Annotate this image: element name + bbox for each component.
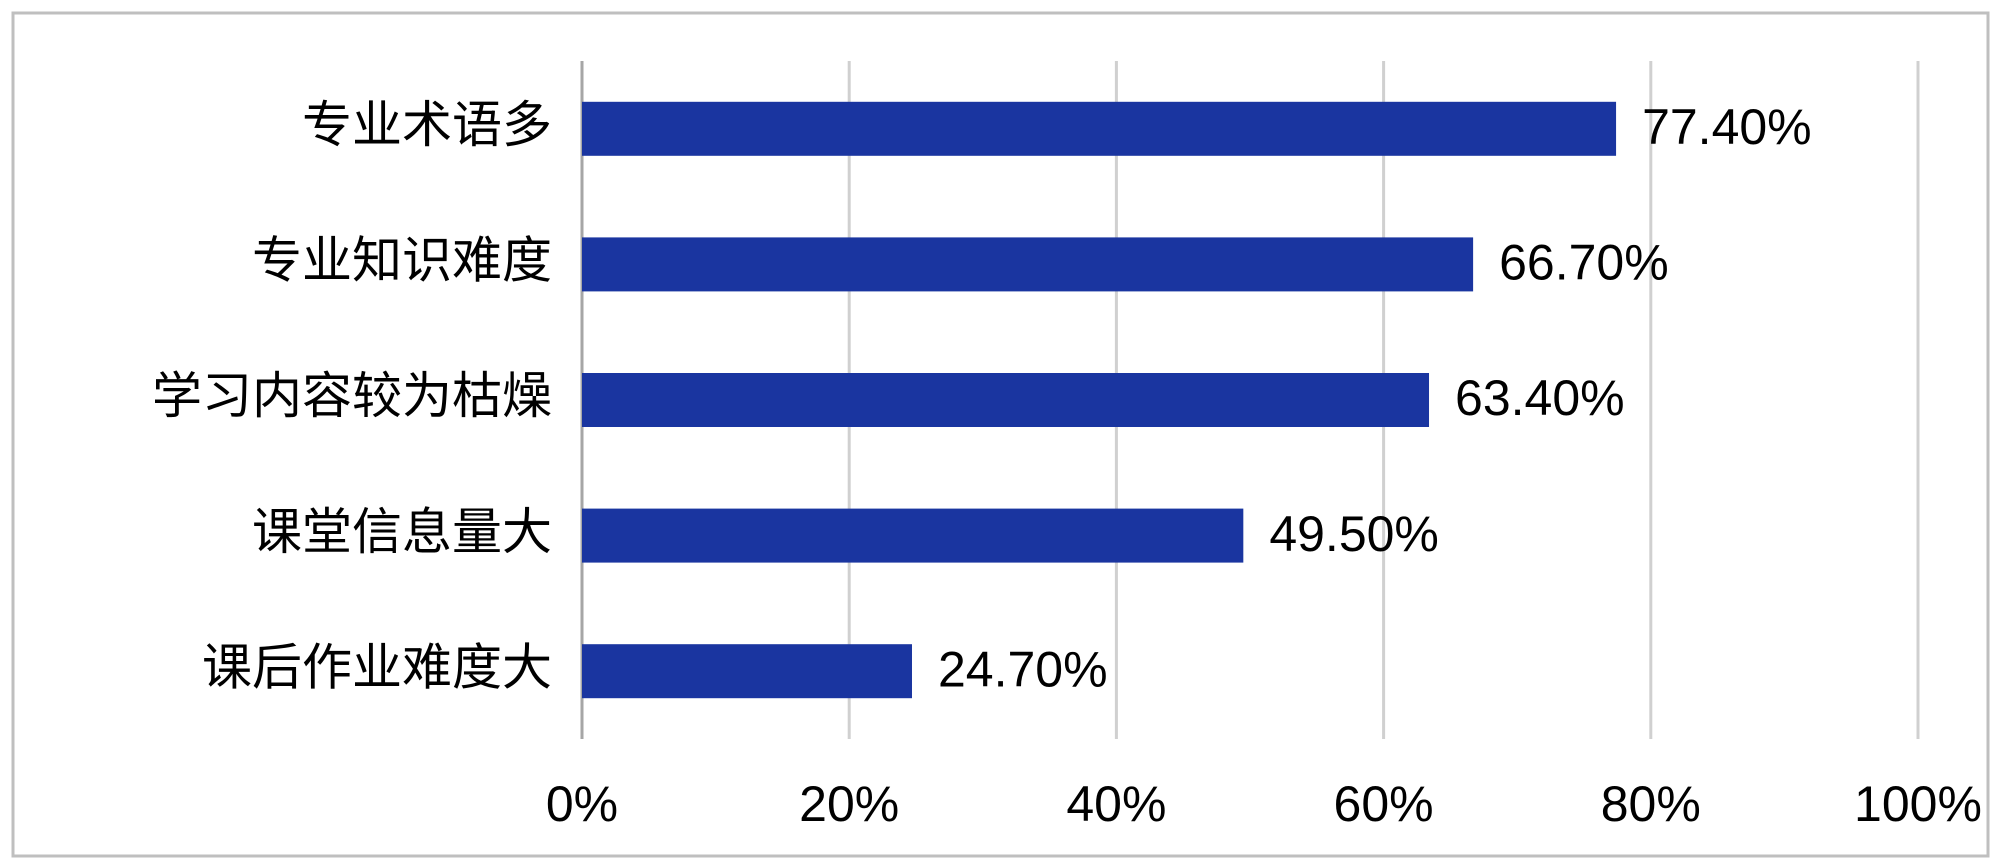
value-label: 66.70% bbox=[1499, 235, 1669, 291]
bar bbox=[582, 644, 912, 699]
bar bbox=[582, 373, 1430, 427]
y-tick-label: 专业知识难度 bbox=[252, 233, 552, 289]
y-tick-label: 课堂信息量大 bbox=[252, 504, 552, 560]
value-label: 24.70% bbox=[938, 641, 1108, 697]
y-tick-label: 专业术语多 bbox=[302, 97, 552, 153]
bar bbox=[582, 237, 1474, 292]
x-tick-label: 40% bbox=[1066, 776, 1166, 832]
value-label: 49.50% bbox=[1269, 506, 1439, 562]
value-label: 63.40% bbox=[1455, 370, 1625, 426]
y-tick-label: 学习内容较为枯燥 bbox=[152, 368, 552, 424]
bar bbox=[582, 101, 1617, 156]
value-label: 77.40% bbox=[1642, 99, 1812, 155]
y-tick-label: 课后作业难度大 bbox=[202, 639, 552, 695]
x-tick-label: 80% bbox=[1601, 776, 1701, 832]
x-tick-label: 60% bbox=[1334, 776, 1434, 832]
x-tick-label: 0% bbox=[546, 776, 618, 832]
bar bbox=[582, 508, 1244, 563]
x-tick-label: 100% bbox=[1854, 776, 1982, 832]
x-tick-label: 20% bbox=[799, 776, 899, 832]
